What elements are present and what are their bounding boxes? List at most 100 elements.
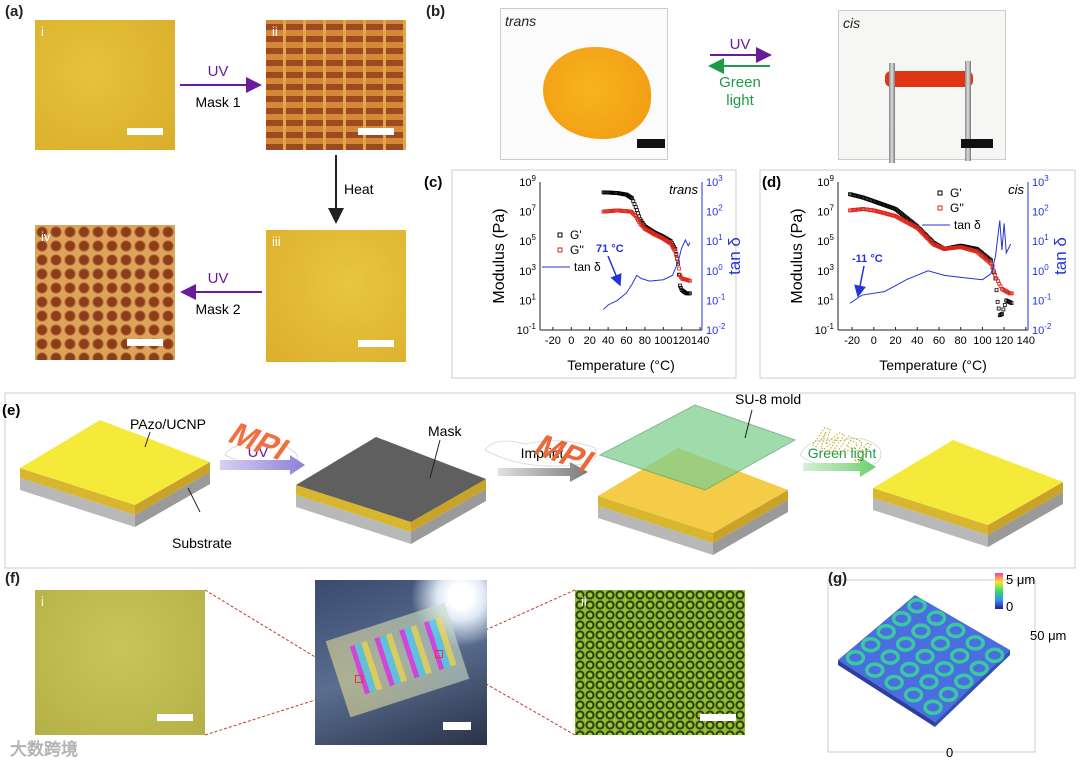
uv-label: UV: [208, 63, 229, 80]
ring-feature: [899, 661, 920, 678]
ring-feature: [954, 673, 974, 690]
x-tick-label: 120: [995, 335, 1013, 347]
x-tick-label: -20: [545, 335, 561, 347]
panel-d-frame: [759, 169, 1076, 379]
data-point-g-double-prime: [687, 278, 692, 283]
data-point-g-double-prime: [989, 261, 993, 266]
chart-c: -20 0 20 40 60 80 100 120 14010-1101103105107109…: [491, 174, 744, 373]
data-point-g-double-prime: [991, 269, 996, 274]
data-point-g-prime: [687, 291, 692, 296]
scale-bar: [443, 722, 471, 730]
y-tick-label: 103: [817, 263, 834, 278]
x-tick-label: 100: [654, 335, 672, 347]
y2-tick-exp: 1: [718, 233, 723, 242]
data-point-g-prime: [634, 208, 639, 213]
y-tick-exp: 1: [830, 292, 835, 301]
micrograph-a-ii: ii: [266, 20, 406, 150]
x-tick-label: 80: [639, 335, 651, 347]
photo-patterned-film: [315, 580, 487, 745]
x-tick-label: 20: [889, 335, 901, 347]
ring-feature: [923, 699, 943, 716]
arrow-uv: [220, 455, 305, 475]
uv-label: UV: [208, 270, 229, 287]
x-tick-label: 0: [568, 335, 574, 347]
y2-tick-exp: 3: [1044, 174, 1049, 183]
tan-delta-line: [849, 220, 1012, 304]
y2-tick-label: 102: [706, 204, 723, 219]
panel-d-label: (d): [762, 174, 781, 191]
legend-label: G': [570, 228, 582, 242]
y2-tick-exp: -1: [1044, 292, 1052, 301]
data-point-g-double-prime: [674, 253, 679, 257]
uv-label: UV: [248, 444, 269, 461]
ring-feature: [934, 661, 955, 677]
y-tick-exp: 3: [532, 263, 537, 272]
y-tick-exp: 5: [830, 233, 835, 242]
data-point-g-prime: [996, 306, 1001, 311]
data-point-g-double-prime: [993, 272, 998, 277]
y-tick-label: 109: [817, 174, 834, 189]
ring-feature: [965, 635, 985, 651]
colorbar-min-label: 0: [1006, 599, 1013, 614]
scale-bar: [637, 139, 665, 148]
subpanel-label: i: [41, 594, 44, 609]
ring-feature: [915, 648, 935, 665]
mask1-label: Mask 1: [195, 94, 240, 110]
x-axis-title: Temperature (°C): [567, 357, 675, 373]
x-tick-label: 120: [673, 335, 691, 347]
ring-feature: [946, 622, 966, 639]
y2-tick-exp: -1: [718, 292, 726, 301]
y2-tick-label: 103: [706, 174, 723, 189]
ring-feature: [845, 649, 866, 666]
legend-marker-g-double-prime: [937, 205, 943, 211]
ring-feature: [903, 687, 924, 703]
x-tick-label: 0: [871, 335, 877, 347]
y-tick-label: 107: [817, 204, 834, 219]
y2-tick-exp: -2: [718, 322, 726, 331]
ring-feature: [891, 610, 912, 627]
ring-feature: [861, 636, 881, 653]
annotation-arrow: [854, 265, 866, 298]
colorbar: [995, 573, 1003, 609]
scale-bar: [358, 128, 394, 135]
y-axis-title: Modulus (Pa): [491, 208, 508, 303]
subpanel-label: ii: [581, 594, 587, 609]
x-tick-label: -20: [844, 335, 860, 347]
y2-tick-exp: 1: [1044, 233, 1049, 242]
y2-tick-exp: 0: [1044, 263, 1049, 272]
subpanel-label: iii: [272, 234, 281, 249]
scale-bar: [127, 339, 163, 346]
cloud-icon: [484, 440, 597, 467]
y-tick-exp: 7: [830, 204, 835, 213]
imprint-label: Imprint: [521, 445, 564, 461]
heat-label: Heat: [344, 181, 374, 197]
sample-slab-1: [20, 420, 210, 527]
chart-d: -20 0 20 40 60 80 100 120 14010-1101103105107109…: [789, 174, 1070, 373]
mask-label: Mask: [428, 423, 462, 439]
watermark-logo: 大数跨境: [10, 740, 78, 759]
colorbar-max-label: 5 μm: [1006, 572, 1035, 587]
tweezer-left: [889, 63, 895, 163]
data-point-g-prime: [631, 199, 636, 204]
panel-g-label: (g): [828, 570, 848, 587]
cis-label: cis: [843, 15, 861, 31]
legend-marker-g-double-prime: [557, 247, 563, 253]
y2-tick-exp: 2: [718, 204, 723, 213]
y-tick-exp: 9: [532, 174, 537, 183]
uv-label: UV: [730, 36, 751, 53]
chart-title: cis: [1008, 182, 1024, 197]
tweezer-right: [965, 61, 971, 161]
green-light-label: Green light: [808, 445, 877, 461]
zoom-box-ii: [435, 650, 443, 658]
y2-tick-label: 100: [706, 263, 723, 278]
ring-feature: [938, 686, 959, 703]
y-tick-exp: 9: [830, 174, 835, 183]
y-tick-exp: -1: [529, 322, 537, 331]
data-point-g-double-prime: [1009, 291, 1014, 296]
legend-label: tan δ: [574, 260, 601, 274]
y2-tick-label: 101: [706, 233, 723, 248]
y2-tick-label: 10-1: [1032, 292, 1052, 307]
micrograph-a-i: i: [35, 20, 175, 150]
annotation-label: -11 °C: [852, 253, 883, 265]
ring-feature: [930, 635, 951, 652]
